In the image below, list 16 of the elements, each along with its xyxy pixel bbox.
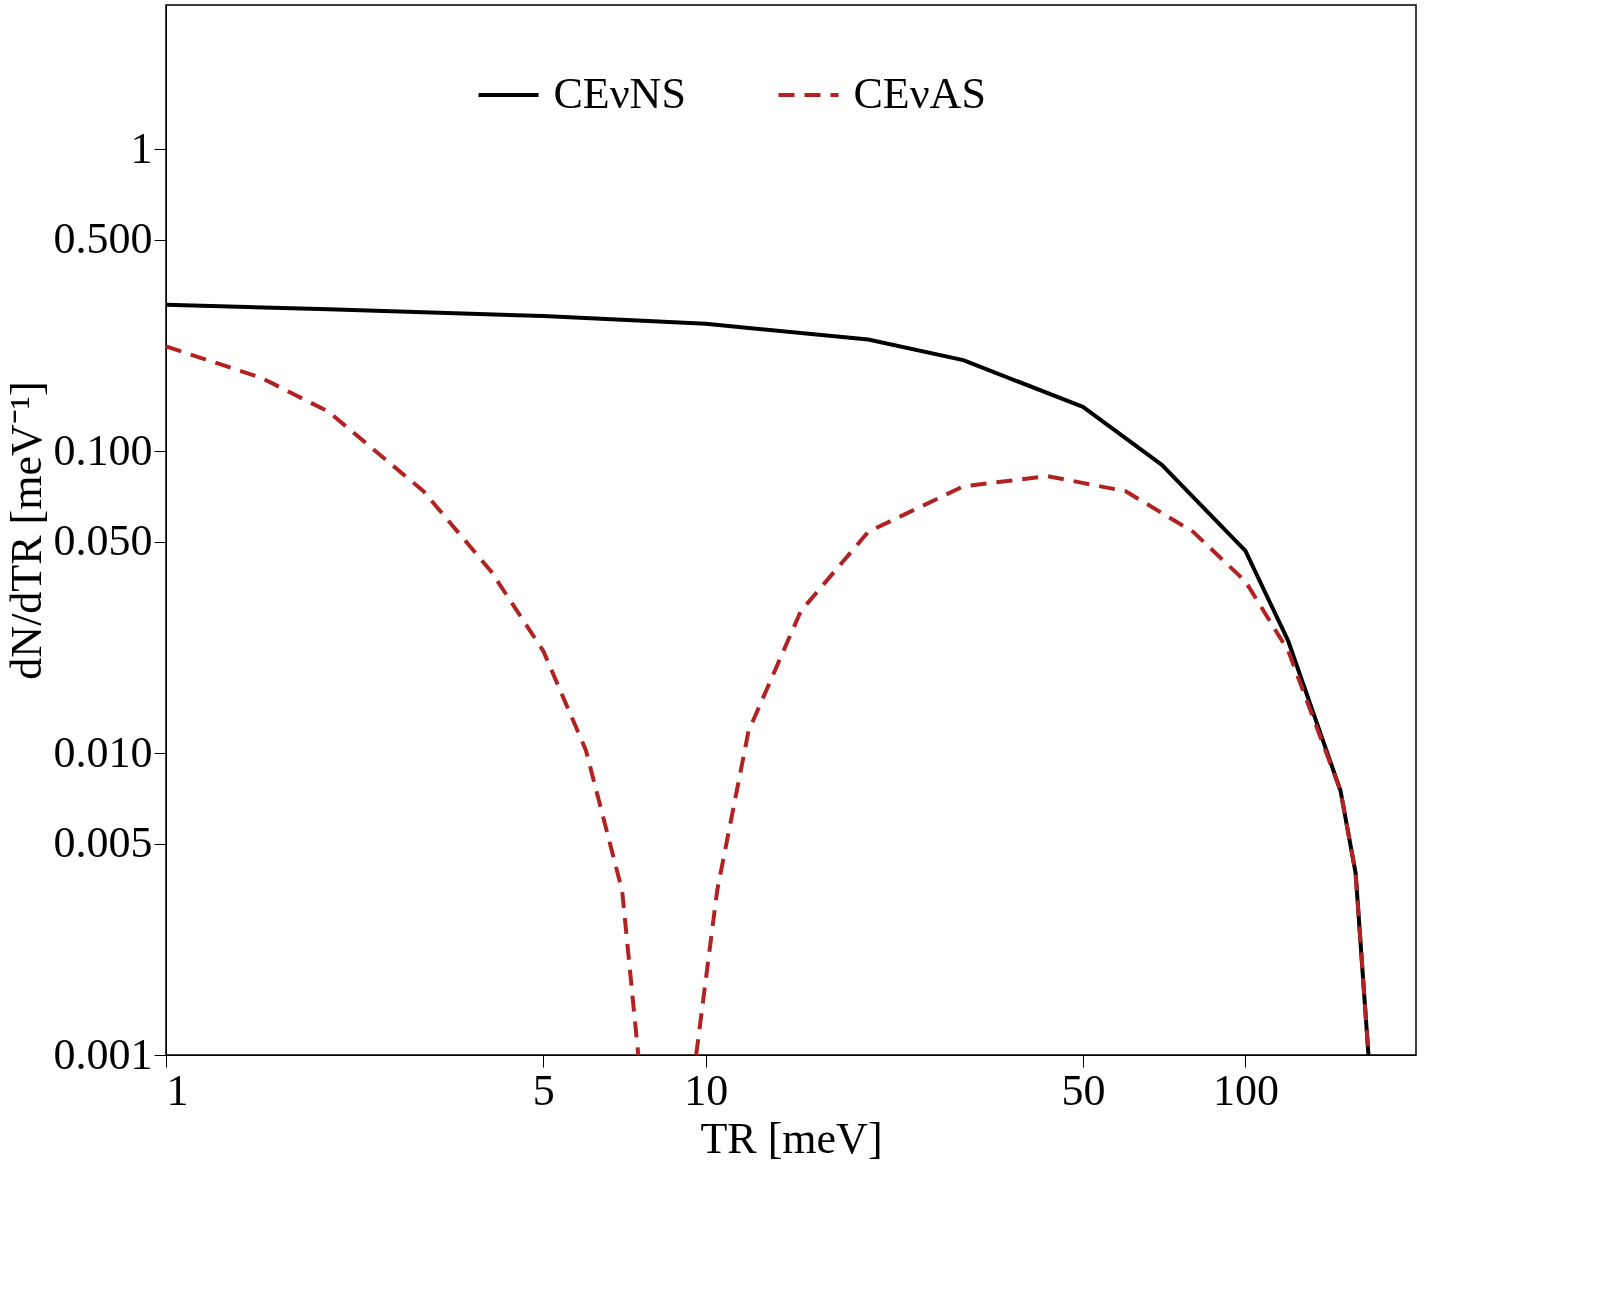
x-tick-label: 50 bbox=[1061, 1065, 1106, 1115]
x-tick-label: 10 bbox=[684, 1065, 729, 1115]
x-tick-label: 5 bbox=[532, 1065, 555, 1115]
y-tick-label: 0.100 bbox=[53, 425, 153, 475]
y-tick-label: 0.001 bbox=[53, 1029, 153, 1079]
y-tick-label: 0.500 bbox=[53, 214, 153, 264]
x-axis-title: TR [meV] bbox=[700, 1113, 883, 1163]
y-tick-label: 0.010 bbox=[53, 727, 153, 777]
x-tick-label: 100 bbox=[1212, 1065, 1279, 1115]
legend-label: CEνNS bbox=[553, 69, 686, 118]
y-axis-title: dN/dTR [meV⁻¹] bbox=[1, 381, 51, 680]
x-tick-label: 1 bbox=[166, 1065, 189, 1115]
y-tick-label: 0.005 bbox=[53, 818, 153, 868]
y-tick-label: 1 bbox=[130, 123, 153, 173]
y-tick-label: 0.050 bbox=[53, 516, 153, 566]
legend-label: CEνAS bbox=[853, 69, 986, 118]
